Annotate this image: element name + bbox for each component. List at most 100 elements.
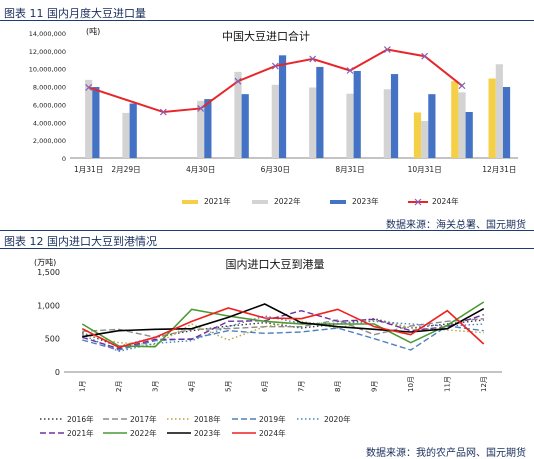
chart1-bar bbox=[428, 94, 436, 158]
chart2-xtick-label: 5月 bbox=[224, 381, 232, 392]
chart1-legend-label: 2022年 bbox=[274, 196, 301, 206]
chart2-series-line bbox=[81, 317, 484, 348]
chart2-xtick-label: 2月 bbox=[115, 381, 123, 392]
chart1-bar bbox=[241, 94, 249, 158]
chart2-xtick-label: 9月 bbox=[370, 381, 378, 392]
chart1-bar bbox=[383, 89, 391, 158]
chart1-line-2024-marker bbox=[197, 105, 205, 112]
chart1-line-2024-marker bbox=[271, 62, 279, 70]
chart2-series-line bbox=[82, 317, 484, 339]
chart1-xtick-label: 8月31日 bbox=[335, 165, 364, 174]
chart2-legend-label: 2020年 bbox=[324, 414, 351, 424]
chart1-bar bbox=[309, 87, 317, 158]
chart1-line-2024-path bbox=[88, 48, 463, 114]
chart2-legend-label: 2017年 bbox=[130, 414, 157, 424]
chart2-ytick-label: 1,000 bbox=[37, 301, 60, 310]
chart2-xtick-label: 10月 bbox=[407, 376, 415, 392]
chart1-legend: 2021年 2022年 2023年 2024年 bbox=[182, 196, 459, 206]
chart2-legend-label: 2016年 bbox=[67, 414, 94, 424]
chart1-line-2024-marker bbox=[421, 52, 429, 60]
chart1-ytick-label: 0 bbox=[62, 155, 66, 163]
chart1-legend-swatch bbox=[182, 200, 198, 204]
chart2-ytick-label: 0 bbox=[55, 368, 60, 377]
chart2-legend-label: 2018年 bbox=[194, 414, 221, 424]
chart1-bar bbox=[390, 74, 399, 158]
chart2-xtick-label: 4月 bbox=[188, 381, 196, 392]
chart2-xtick-label: 7月 bbox=[297, 381, 305, 392]
chart1-ytick-label: 12,000,000 bbox=[29, 48, 66, 56]
chart1-legend-swatch bbox=[252, 200, 268, 204]
chart1-bars bbox=[85, 55, 511, 159]
chart1-legend-label: 2024年 bbox=[432, 196, 459, 206]
chart2-ytick-label: 500 bbox=[45, 335, 60, 344]
chart2-series-line bbox=[82, 309, 484, 350]
chart1-line-2024-marker bbox=[234, 77, 242, 85]
chart1-ytick-label: 14,000,000 bbox=[29, 30, 66, 38]
chart2-xtick-label: 6月 bbox=[261, 381, 269, 392]
chart1-bar bbox=[495, 64, 503, 158]
figure-11-bottom-rule bbox=[0, 230, 534, 231]
chart1-bar bbox=[129, 103, 137, 158]
chart1-line-2024-marker bbox=[159, 108, 167, 116]
chart2-legend-label: 2024年 bbox=[259, 428, 286, 438]
chart1-legend-marker bbox=[414, 198, 422, 206]
figure-11-title: 图表 11 国内月度大豆进口量 bbox=[4, 7, 146, 20]
chart1-line-2024-marker bbox=[85, 84, 93, 91]
chart1-bar bbox=[346, 93, 354, 158]
chart1-ytick-label: 10,000,000 bbox=[29, 66, 66, 74]
chart1-title: 中国大豆进口合计 bbox=[222, 29, 310, 43]
chart2-legend: 2016年 2017年 2018年 2019年 2020年 2021年 2022年 2023年… bbox=[40, 414, 351, 438]
chart1-ytick-label: 8,000,000 bbox=[33, 84, 66, 92]
chart1-ytick-label: 6,000,000 bbox=[33, 101, 66, 109]
chart1-legend-swatch bbox=[330, 200, 346, 204]
chart2-lines bbox=[81, 301, 485, 353]
chart1-bar bbox=[451, 81, 459, 158]
chart2-xtick-label: 12月 bbox=[480, 376, 488, 392]
chart2-legend-label: 2021年 bbox=[67, 428, 94, 438]
chart2-axes: 0 500 1,000 1,500 1月 2月 3月 4月 5月 6月 7月 8月 9月 10月 11月 12… bbox=[37, 268, 502, 392]
chart1-bar bbox=[122, 112, 130, 158]
chart1-axes: 0 2,000,000 4,000,000 6,000,000 8,000,000 10,… bbox=[29, 30, 518, 174]
chart2-legend-label: 2019年 bbox=[259, 414, 286, 424]
chart2-series-line bbox=[82, 303, 485, 338]
figure-12-title: 图表 12 国内进口大豆到港情况 bbox=[4, 235, 157, 248]
chart2-unit: (万吨) bbox=[34, 257, 56, 267]
chart1-xtick-label: 4月30日 bbox=[186, 165, 215, 174]
chart2-xtick-label: 1月 bbox=[78, 381, 86, 392]
figure-12-rule bbox=[0, 248, 534, 249]
chart2-series-line bbox=[81, 315, 484, 353]
chart1-line-2024-marker bbox=[309, 55, 317, 63]
chart1-unit: (吨) bbox=[86, 26, 100, 36]
chart2-series-line bbox=[81, 301, 485, 348]
chart1-bar bbox=[204, 99, 212, 158]
chart1-xtick-label: 6月30日 bbox=[261, 165, 290, 174]
chart1-bar bbox=[458, 92, 466, 158]
chart1-xtick-label: 10月31日 bbox=[408, 165, 442, 174]
chart1-legend-label: 2021年 bbox=[204, 196, 231, 206]
chart2-legend-label: 2023年 bbox=[194, 428, 221, 438]
chart1-legend-label: 2023年 bbox=[352, 196, 379, 206]
chart1-xtick-label: 1月31日 bbox=[74, 165, 103, 174]
chart1-ytick-label: 2,000,000 bbox=[33, 137, 66, 145]
chart1-line-2024-marker bbox=[458, 82, 466, 90]
chart1-line-2024-marker bbox=[346, 67, 354, 74]
chart2-series-line bbox=[81, 307, 485, 349]
chart1-bar bbox=[353, 70, 361, 158]
chart-soybean-imports: 0 2,000,000 4,000,000 6,000,000 8,000,000 10,… bbox=[29, 26, 518, 206]
chart1-xtick-label: 12月31日 bbox=[482, 165, 516, 174]
chart1-bar bbox=[316, 66, 324, 158]
figure-11-source: 数据来源：海关总署、国元期货 bbox=[386, 220, 526, 231]
chart1-bar bbox=[502, 87, 511, 158]
chart2-ytick-label: 1,500 bbox=[37, 268, 60, 277]
chart2-xtick-label: 3月 bbox=[151, 381, 159, 392]
figure-12-source: 数据来源：我的农产品网、国元期货 bbox=[366, 448, 526, 459]
chart1-bar bbox=[413, 112, 422, 158]
chart1-line-2024 bbox=[85, 46, 466, 116]
chart2-series-line bbox=[82, 319, 484, 346]
figure-11-rule bbox=[0, 20, 534, 21]
chart1-bar bbox=[234, 71, 242, 158]
chart1-bar bbox=[85, 79, 93, 158]
chart2-title: 国内进口大豆到港量 bbox=[226, 257, 325, 271]
chart1-bar bbox=[197, 100, 205, 158]
chart1-bar bbox=[278, 55, 287, 159]
